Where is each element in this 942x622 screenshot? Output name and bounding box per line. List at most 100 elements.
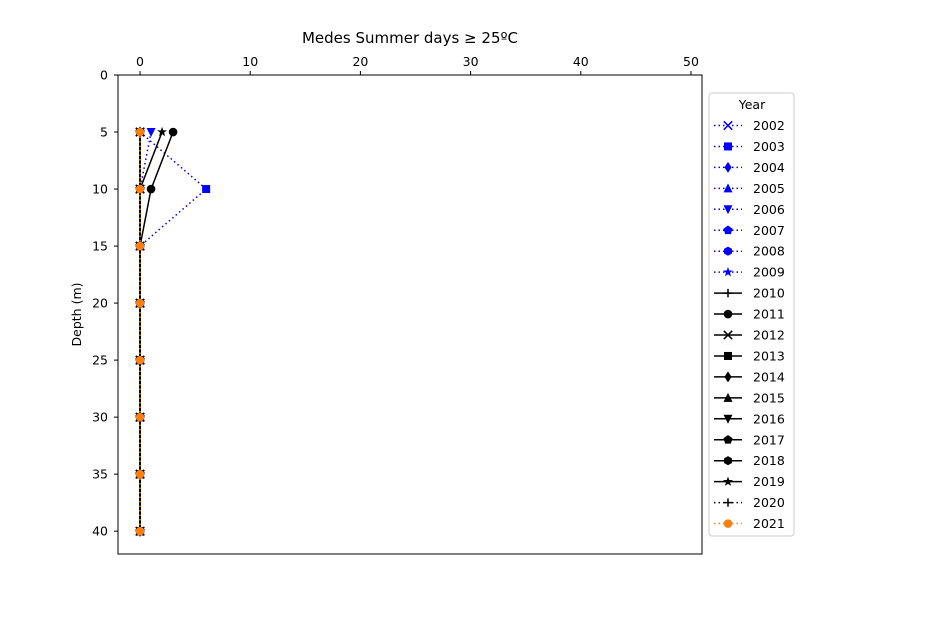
series-2021 bbox=[135, 127, 145, 536]
y-tick-label: 5 bbox=[100, 125, 108, 140]
legend-marker bbox=[724, 371, 732, 383]
legend-item-2011: 2011 bbox=[714, 307, 785, 322]
legend-marker bbox=[723, 183, 733, 193]
legend-marker bbox=[723, 476, 733, 486]
data-point-2021-40m bbox=[135, 526, 145, 536]
legend-item-2016: 2016 bbox=[714, 411, 785, 426]
data-point-2011-5m bbox=[168, 127, 178, 137]
legend-marker bbox=[723, 330, 733, 340]
legend-label: 2021 bbox=[753, 516, 785, 531]
data-point-2021-25m bbox=[135, 355, 145, 365]
data-point-2011-10m bbox=[146, 184, 156, 194]
legend-marker bbox=[723, 205, 733, 215]
legend-label: 2013 bbox=[753, 348, 785, 363]
legend-label: 2010 bbox=[753, 286, 785, 301]
series-layer bbox=[135, 126, 211, 537]
legend-marker bbox=[723, 434, 733, 444]
data-point-2019-5m bbox=[157, 126, 168, 137]
axes-layer: 0 10 20 30 40 50 0 5 10 15 20 25 30 35 40 bbox=[92, 54, 699, 539]
legend-item-2002: 2002 bbox=[714, 118, 785, 133]
data-point-2021-20m bbox=[135, 298, 145, 308]
data-point-2021-10m bbox=[135, 184, 145, 194]
x-tick-label: 40 bbox=[573, 54, 589, 69]
x-tick-label: 20 bbox=[352, 54, 368, 69]
plot-frame bbox=[117, 74, 703, 555]
legend-item-2015: 2015 bbox=[714, 390, 785, 405]
legend-label: 2015 bbox=[753, 390, 785, 405]
legend-item-2014: 2014 bbox=[714, 369, 785, 384]
legend-label: 2017 bbox=[753, 432, 785, 447]
legend-item-2020: 2020 bbox=[714, 495, 785, 510]
data-point-2003-10m bbox=[202, 185, 211, 194]
legend-label: 2012 bbox=[753, 328, 785, 343]
legend-marker bbox=[723, 519, 733, 528]
legend-marker bbox=[724, 246, 732, 256]
legend-item-2007: 2007 bbox=[714, 223, 785, 238]
y-tick-label: 15 bbox=[92, 239, 108, 254]
legend-item-2013: 2013 bbox=[714, 348, 785, 363]
legend-label: 2005 bbox=[753, 181, 785, 196]
legend-item-2008: 2008 bbox=[714, 244, 785, 259]
legend-label: 2019 bbox=[753, 474, 785, 489]
legend-marker bbox=[724, 456, 732, 466]
legend-marker bbox=[723, 120, 733, 131]
legend-item-2021: 2021 bbox=[714, 516, 785, 531]
x-tick-label: 50 bbox=[683, 54, 699, 69]
series-line-2011 bbox=[139, 131, 174, 532]
data-point-2021-35m bbox=[135, 469, 145, 479]
legend-item-2018: 2018 bbox=[714, 453, 785, 468]
legend-label: 2006 bbox=[753, 202, 785, 217]
legend-label: 2011 bbox=[753, 307, 785, 322]
legend-label: 2008 bbox=[753, 244, 785, 259]
y-tick-label: 35 bbox=[92, 467, 108, 482]
series-line-2019 bbox=[139, 131, 163, 532]
data-point-2006-5m bbox=[146, 128, 156, 138]
y-tick-label: 30 bbox=[92, 410, 108, 425]
legend-item-2010: 2010 bbox=[714, 286, 785, 301]
y-axis-label: Depth (m) bbox=[69, 283, 84, 347]
legend: Year 2002 2003 2004 2005 2006 2007 2008 2009 201… bbox=[708, 92, 795, 537]
y-tick-label: 10 bbox=[92, 182, 108, 197]
legend-label: 2020 bbox=[753, 495, 785, 510]
legend-box bbox=[708, 92, 795, 537]
legend-marker bbox=[724, 161, 732, 173]
legend-label: 2018 bbox=[753, 453, 785, 468]
legend-label: 2004 bbox=[753, 160, 785, 175]
legend-item-2019: 2019 bbox=[714, 474, 785, 489]
legend-marker bbox=[723, 498, 733, 507]
legend-item-2012: 2012 bbox=[714, 328, 785, 343]
legend-marker bbox=[724, 142, 732, 151]
legend-label: 2003 bbox=[753, 139, 785, 154]
legend-marker bbox=[723, 309, 733, 319]
legend-item-2009: 2009 bbox=[714, 265, 785, 280]
legend-title: Year bbox=[738, 97, 766, 112]
legend-label: 2009 bbox=[753, 265, 785, 280]
x-tick-label: 10 bbox=[242, 54, 258, 69]
legend-marker bbox=[723, 266, 733, 277]
data-point-2021-30m bbox=[135, 412, 145, 422]
legend-items: 2002 2003 2004 2005 2006 2007 2008 2009 2010 2011… bbox=[714, 118, 785, 531]
legend-item-2004: 2004 bbox=[714, 160, 785, 175]
legend-label: 2014 bbox=[753, 369, 785, 384]
legend-marker bbox=[723, 392, 733, 402]
data-point-2021-15m bbox=[135, 241, 145, 251]
data-point-2021-5m bbox=[135, 127, 145, 137]
legend-label: 2002 bbox=[753, 118, 785, 133]
y-tick-label: 0 bbox=[100, 68, 108, 83]
legend-item-2006: 2006 bbox=[714, 202, 785, 217]
legend-item-2003: 2003 bbox=[714, 139, 785, 154]
legend-marker bbox=[724, 351, 732, 360]
legend-item-2017: 2017 bbox=[714, 432, 785, 447]
legend-marker bbox=[723, 225, 733, 235]
y-tick-label: 25 bbox=[92, 353, 108, 368]
legend-label: 2016 bbox=[753, 411, 785, 426]
x-tick-label: 0 bbox=[136, 54, 144, 69]
legend-label: 2007 bbox=[753, 223, 785, 238]
chart-title: Medes Summer days ≥ 25ºC bbox=[302, 29, 518, 47]
y-tick-label: 20 bbox=[92, 296, 108, 311]
legend-item-2005: 2005 bbox=[714, 181, 785, 196]
x-tick-label: 30 bbox=[463, 54, 479, 69]
y-tick-label: 40 bbox=[92, 524, 108, 539]
legend-marker bbox=[723, 288, 733, 298]
